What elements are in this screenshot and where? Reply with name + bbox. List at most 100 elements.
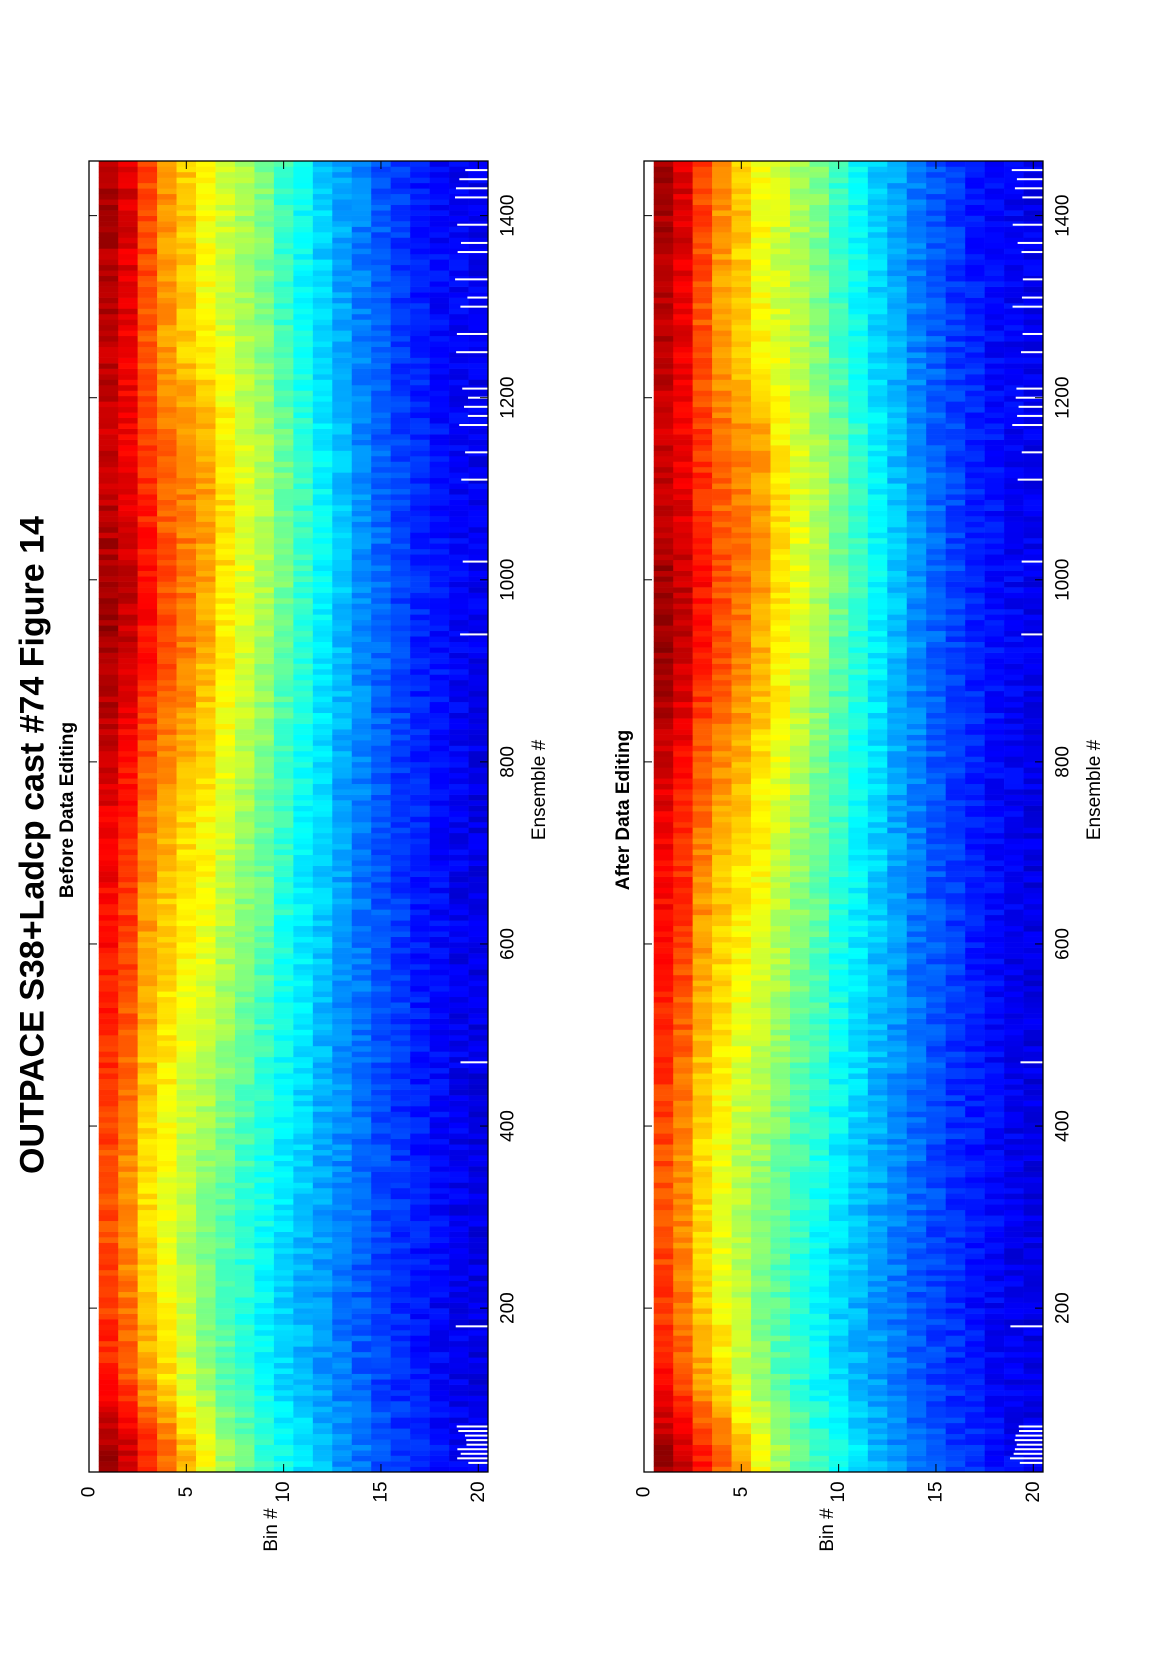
heatmap-cell — [468, 1340, 489, 1347]
heatmap-cell — [653, 1428, 674, 1435]
heatmap-cell — [332, 193, 353, 200]
heatmap-cell — [254, 969, 275, 976]
heatmap-cell — [137, 297, 158, 304]
heatmap-cell — [118, 805, 138, 812]
heatmap-cell — [429, 1362, 450, 1369]
heatmap-cell — [118, 1324, 138, 1331]
heatmap-cell — [351, 767, 372, 774]
heatmap-cell — [312, 587, 333, 593]
heatmap-cell — [234, 679, 255, 686]
heatmap-cell — [196, 816, 216, 823]
heatmap-cell — [196, 335, 216, 342]
heatmap-cell — [157, 663, 177, 670]
heatmap-cell — [371, 1029, 391, 1036]
heatmap-cell — [429, 985, 450, 992]
heatmap-cell — [410, 712, 430, 719]
heatmap-cell — [429, 406, 450, 413]
heatmap-cell — [196, 980, 216, 987]
heatmap-cell — [254, 871, 275, 877]
heatmap-cell — [118, 838, 138, 845]
heatmap-cell — [449, 1018, 469, 1025]
heatmap-cell — [176, 1264, 197, 1271]
heatmap-cell — [176, 991, 197, 998]
heatmap-cell — [390, 576, 411, 582]
heatmap-cell — [332, 1177, 353, 1183]
heatmap-cell — [196, 1013, 216, 1019]
heatmap-cell — [449, 450, 469, 457]
heatmap-cell — [332, 783, 353, 790]
heatmap-cell — [371, 783, 391, 790]
heatmap-cell — [371, 1450, 391, 1456]
heatmap-cell — [157, 1422, 177, 1429]
heatmap-cell — [468, 1411, 489, 1418]
heatmap-cell — [332, 931, 353, 937]
heatmap-cell — [332, 1253, 353, 1260]
heatmap-cell — [293, 1062, 314, 1069]
heatmap-cell — [468, 1062, 489, 1069]
heatmap-cell — [176, 925, 197, 932]
heatmap-cell — [351, 1029, 372, 1036]
heatmap-cell — [351, 745, 372, 752]
heatmap-cell — [196, 1461, 216, 1467]
heatmap-cell — [390, 1433, 411, 1440]
heatmap-cell — [468, 1209, 489, 1216]
heatmap-cell — [371, 942, 391, 948]
heatmap-cell — [312, 969, 333, 976]
heatmap-cell — [215, 565, 236, 571]
heatmap-cell — [157, 1319, 177, 1325]
heatmap-cell — [293, 281, 314, 287]
heatmap-cell — [157, 871, 177, 877]
heatmap-cell — [118, 346, 138, 353]
heatmap-cell — [157, 729, 177, 735]
heatmap-cell — [653, 1122, 674, 1129]
heatmap-cell — [653, 1204, 674, 1211]
heatmap-cell — [118, 204, 138, 211]
heatmap-cell — [196, 1029, 216, 1036]
heatmap-cell — [390, 718, 411, 724]
heatmap-cell — [98, 1291, 119, 1298]
heatmap-cell — [215, 259, 236, 266]
heatmap-cell — [351, 1461, 372, 1467]
heatmap-cell — [351, 914, 372, 921]
heatmap-cell — [429, 1045, 450, 1052]
heatmap-cell — [468, 1346, 489, 1353]
heatmap-cell — [118, 1417, 138, 1424]
heatmap-cell — [176, 821, 197, 828]
heatmap-cell — [468, 570, 489, 577]
heatmap-cell — [176, 685, 197, 692]
heatmap-cell — [118, 734, 138, 741]
heatmap-cell — [234, 570, 255, 577]
heatmap-cell — [196, 789, 216, 795]
heatmap-cell — [371, 1455, 391, 1462]
heatmap-cell — [176, 1248, 197, 1254]
heatmap-cell — [98, 838, 119, 845]
heatmap-cell — [312, 838, 333, 845]
heatmap-cell — [410, 303, 430, 309]
heatmap-cell — [215, 221, 236, 227]
heatmap-cell — [293, 499, 314, 506]
heatmap-cell — [390, 1040, 411, 1047]
heatmap-cell — [429, 663, 450, 670]
heatmap-cell — [254, 1422, 275, 1429]
heatmap-cell — [215, 827, 236, 834]
heatmap-cell — [410, 1253, 430, 1260]
heatmap-cell — [176, 270, 197, 277]
heatmap-cell — [254, 1204, 275, 1211]
heatmap-cell — [371, 1149, 391, 1156]
heatmap-cell — [234, 1013, 255, 1019]
heatmap-cell — [176, 669, 197, 675]
heatmap-cell — [118, 898, 138, 905]
heatmap-cell — [273, 1231, 294, 1238]
heatmap-cell — [371, 319, 391, 326]
heatmap-cell — [157, 565, 177, 571]
heatmap-cell — [410, 199, 430, 205]
heatmap-cell — [137, 1455, 158, 1462]
heatmap-cell — [332, 505, 353, 511]
heatmap-cell — [98, 658, 119, 664]
heatmap-cell — [215, 800, 236, 806]
heatmap-cell — [653, 1056, 674, 1063]
heatmap-cell — [137, 1220, 158, 1227]
heatmap-cell — [390, 1095, 411, 1101]
heatmap-cell — [137, 696, 158, 703]
heatmap-cell — [332, 723, 353, 730]
